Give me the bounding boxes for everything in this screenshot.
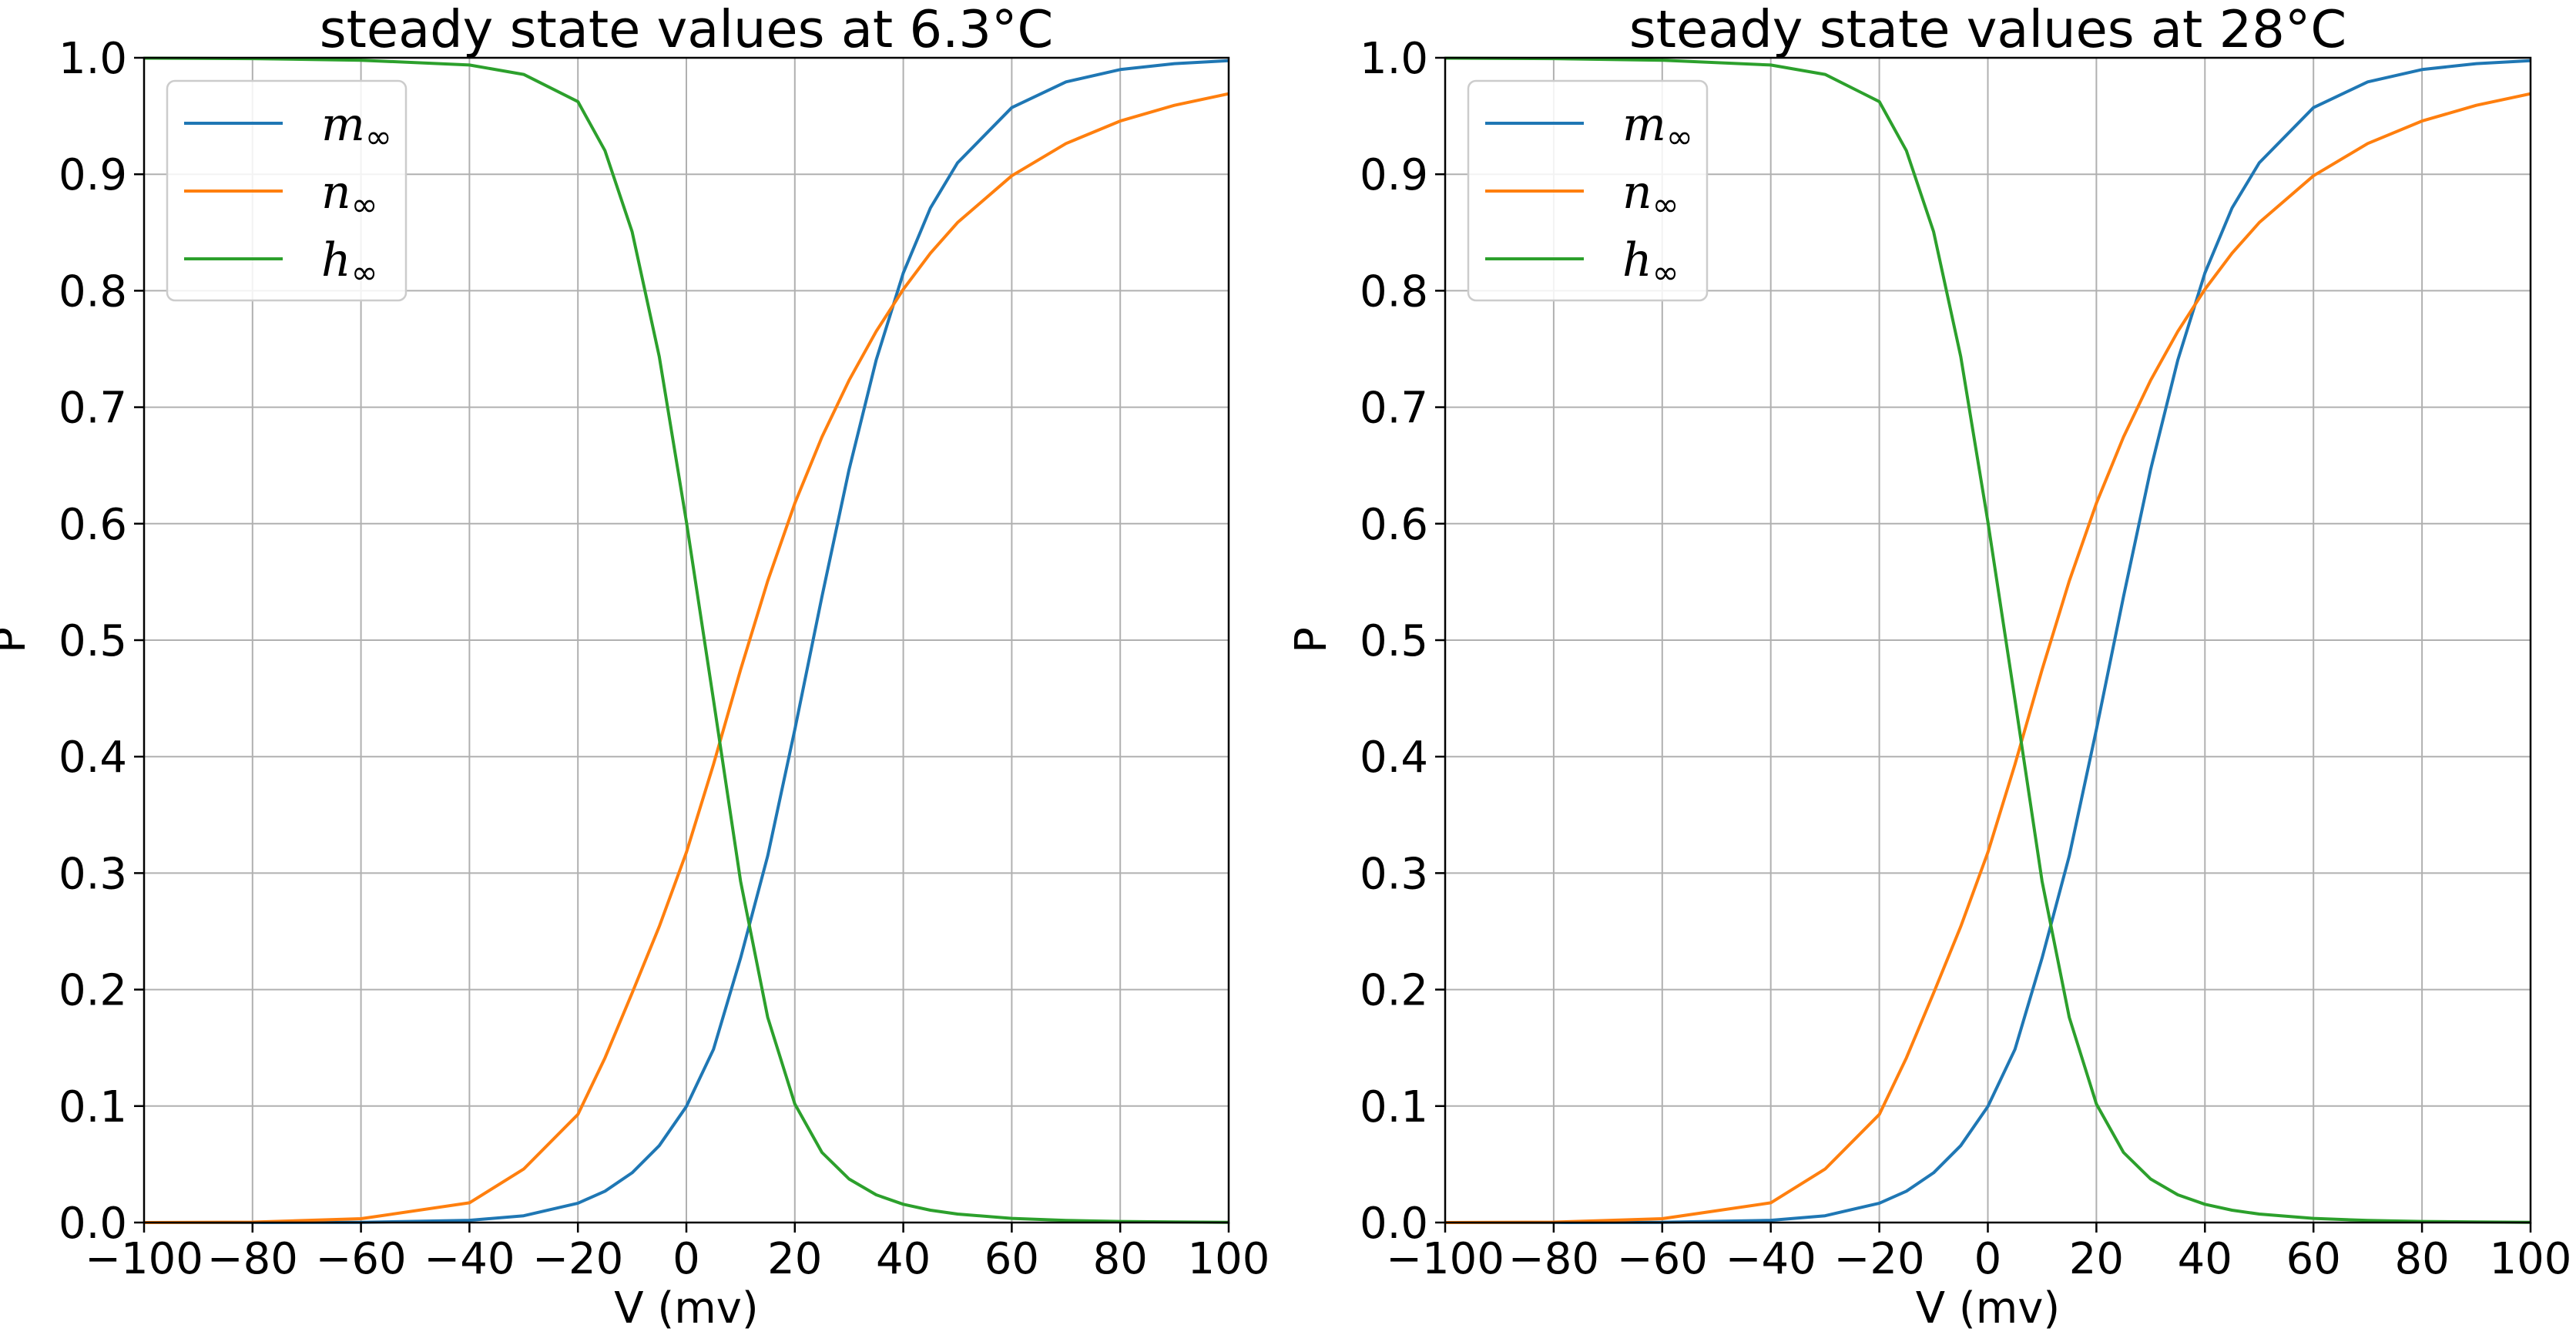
x-tick-label: −100 [85,1234,203,1284]
y-tick-label: 0.0 [59,1199,127,1249]
legend-label-h: h∞ [321,233,378,291]
legend-symbol: n [1622,166,1652,220]
y-axis-label: P [1286,627,1337,653]
y-tick-label: 0.6 [1360,500,1428,550]
chart-panel-1: −100 −80 −60 −40 −20 0 20 40 60 80 100 0.0 0.1 0.2 0.3… [0,0,1270,1333]
legend-symbol: m [1622,98,1666,152]
x-tick-label: 80 [1093,1234,1148,1284]
x-tick-label: 0 [673,1234,700,1284]
y-tick-label: 0.5 [59,616,127,666]
legend-label-n: n∞ [321,166,378,223]
y-tick-label: 0.1 [1360,1082,1428,1132]
series-line-n [143,92,1229,1224]
x-tick-label: 80 [2394,1234,2449,1284]
x-tick-label: −40 [424,1234,515,1284]
legend-subscript: ∞ [1666,118,1693,156]
x-tick-label: −100 [1386,1234,1504,1284]
legend-symbol: h [321,233,351,287]
legend-label-h: h∞ [1622,233,1679,291]
series-line-h [1444,56,2531,1224]
chart-title: steady state values at 6.3°C [320,0,1054,59]
x-tick-label: −20 [1834,1234,1925,1284]
x-tick-label: 40 [2178,1234,2232,1284]
series-line-n [1444,92,2531,1224]
x-axis: −100 −80 −60 −40 −20 0 20 40 60 80 100 [1386,1223,2571,1284]
y-axis: 0.0 0.1 0.2 0.3 0.4 0.5 0.6 0.7 0.8 0.9 1.0 [59,34,144,1249]
legend-symbol: n [321,166,351,220]
y-tick-label: 0.7 [59,384,127,434]
legend-subscript: ∞ [351,253,378,291]
x-tick-label: −80 [1508,1234,1599,1284]
chart-panel-2: −100 −80 −60 −40 −20 0 20 40 60 80 100 0.0 0.1 0.2 0.3… [1286,0,2571,1333]
legend-label-n: n∞ [1622,166,1679,223]
legend-subscript: ∞ [1652,186,1679,223]
y-tick-label: 0.9 [59,150,127,200]
x-tick-label: 0 [1974,1234,2002,1284]
legend-subscript: ∞ [1652,253,1679,291]
x-tick-label: 100 [2490,1234,2572,1284]
x-tick-label: −40 [1726,1234,1816,1284]
series-line-m [144,59,1229,1224]
y-tick-label: 1.0 [1360,34,1428,84]
y-tick-label: 0.6 [59,500,127,550]
y-tick-label: 0.7 [1360,384,1428,434]
series-line-h [143,56,1229,1224]
y-tick-label: 0.9 [1360,150,1428,200]
x-tick-label: −60 [316,1234,407,1284]
legend-label-m: m∞ [1622,98,1693,156]
series-line-m [1445,59,2531,1224]
x-tick-label: 20 [767,1234,822,1284]
x-tick-label: −60 [1617,1234,1708,1284]
legend-symbol: h [1622,233,1652,287]
y-tick-label: 0.3 [59,849,127,899]
legend-symbol: m [321,98,365,152]
legend-subscript: ∞ [365,118,392,156]
series-group [1444,56,2531,1224]
legend-label-m: m∞ [321,98,392,156]
x-tick-label: −80 [207,1234,298,1284]
x-axis-label: V (mv) [614,1283,759,1333]
chart-title: steady state values at 28°C [1629,0,2346,59]
y-tick-label: 0.4 [59,733,127,783]
y-tick-label: 0.8 [1360,267,1428,317]
legend-box [166,79,408,302]
y-axis-label: P [0,627,35,653]
x-tick-label: 40 [876,1234,931,1284]
y-tick-label: 0.0 [1360,1199,1428,1249]
x-tick-label: 60 [984,1234,1039,1284]
legend: m∞n∞h∞ [1467,79,1709,302]
x-axis-label: V (mv) [1916,1283,2061,1333]
x-tick-label: 60 [2286,1234,2341,1284]
y-tick-label: 0.3 [1360,849,1428,899]
legend-subscript: ∞ [351,186,378,223]
y-tick-label: 1.0 [59,34,127,84]
y-axis: 0.0 0.1 0.2 0.3 0.4 0.5 0.6 0.7 0.8 0.9 1.0 [1360,34,1445,1249]
y-tick-label: 0.2 [1360,966,1428,1016]
legend-box [1467,79,1709,302]
x-tick-label: 100 [1188,1234,1270,1284]
series-group [143,56,1229,1224]
x-tick-label: 20 [2069,1234,2124,1284]
y-tick-label: 0.8 [59,267,127,317]
y-tick-label: 0.4 [1360,733,1428,783]
y-tick-label: 0.5 [1360,616,1428,666]
x-tick-label: −20 [532,1234,623,1284]
legend: m∞n∞h∞ [166,79,408,302]
y-tick-label: 0.2 [59,966,127,1016]
y-tick-label: 0.1 [59,1082,127,1132]
x-axis: −100 −80 −60 −40 −20 0 20 40 60 80 100 [85,1223,1270,1284]
